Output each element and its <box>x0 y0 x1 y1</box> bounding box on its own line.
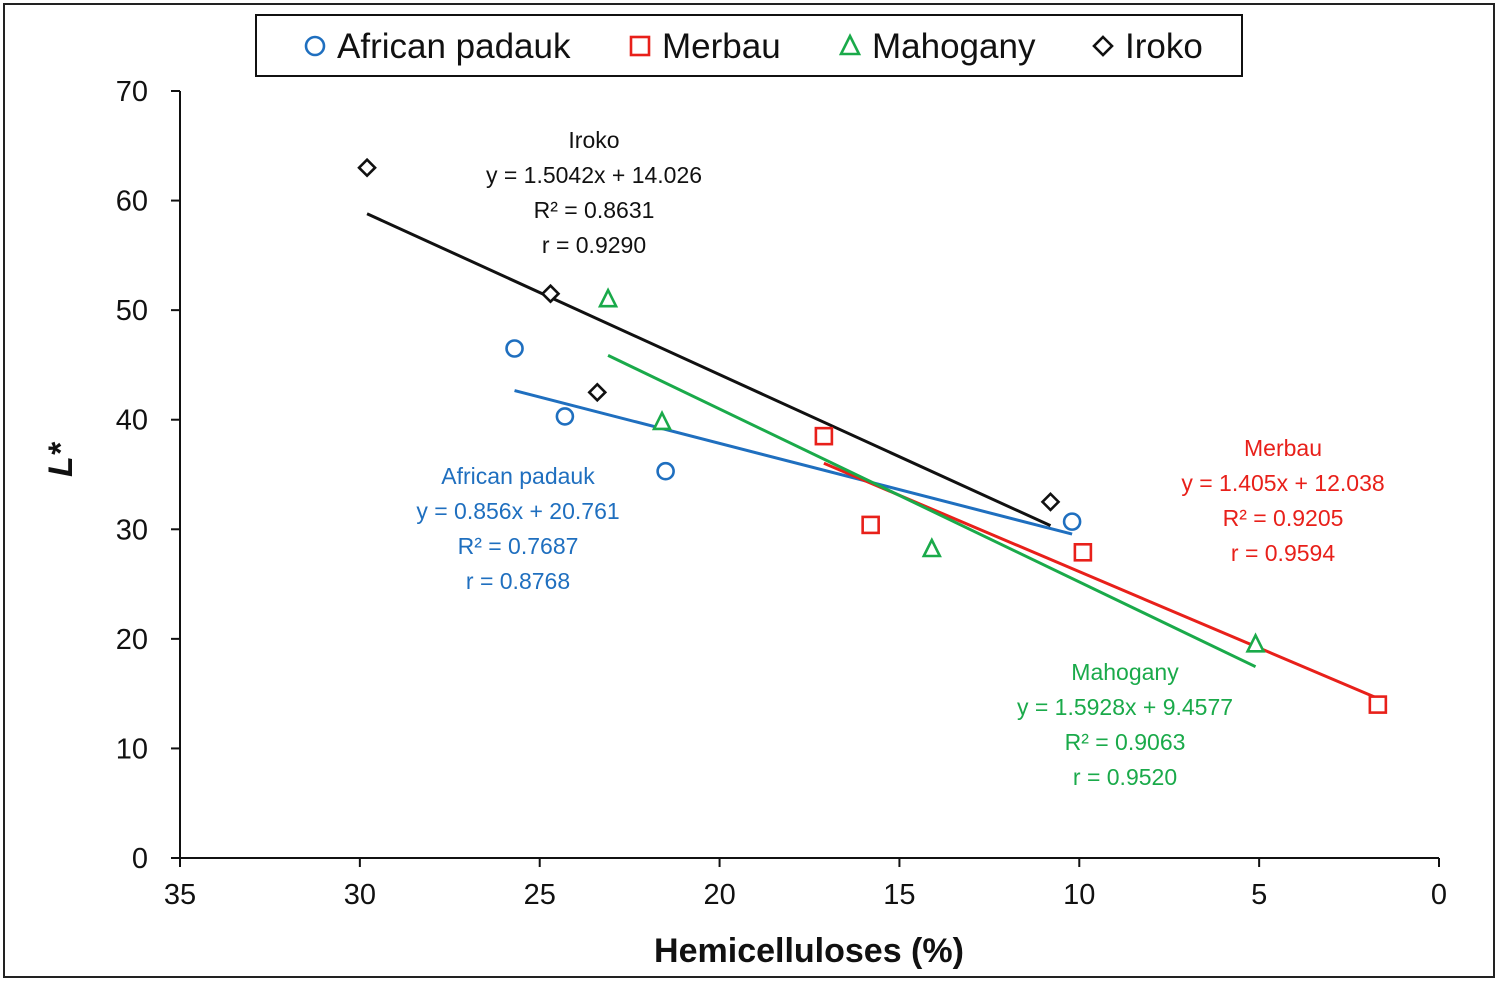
annotation-african-padauk-line: R² = 0.7687 <box>458 533 579 559</box>
annotation-mahogany-line: y = 1.5928x + 9.4577 <box>1017 694 1233 720</box>
annotation-iroko-line: R² = 0.8631 <box>534 197 655 223</box>
point-african-padauk <box>656 461 675 481</box>
annotation-african-padauk-line: r = 0.8768 <box>466 568 570 594</box>
point-iroko <box>587 382 608 403</box>
fit-lines <box>366 212 1379 700</box>
y-tick-label: 60 <box>116 186 148 218</box>
x-tick-label: 35 <box>164 879 196 911</box>
point-mahogany <box>651 409 673 431</box>
y-tick-label: 0 <box>132 843 148 875</box>
fit-line-african-padauk <box>514 389 1073 536</box>
x-tick-label: 5 <box>1251 879 1267 911</box>
annotation-mahogany-line: r = 0.9520 <box>1073 764 1177 790</box>
chart-frame <box>3 3 1495 978</box>
annotation-african-padauk-line: y = 0.856x + 20.761 <box>416 498 619 524</box>
annotation-mahogany-line: R² = 0.9063 <box>1065 729 1186 755</box>
x-tick-label: 20 <box>703 879 735 911</box>
annotation-mahogany-line: Mahogany <box>1071 659 1179 685</box>
fit-annotations: African padauk y = 0.856x + 20.761 R² = 0.… <box>416 127 1384 790</box>
annotation-african-padauk-line: African padauk <box>441 463 595 489</box>
point-merbau <box>1073 542 1093 562</box>
annotation-iroko-line: Iroko <box>568 127 619 153</box>
y-axis-title: L* <box>42 441 80 477</box>
annotation-merbau-line: r = 0.9594 <box>1231 540 1335 566</box>
point-iroko <box>1040 492 1061 512</box>
point-merbau <box>814 426 834 446</box>
point-merbau <box>1368 695 1388 714</box>
x-tick-label: 0 <box>1431 879 1447 911</box>
y-tick-label: 30 <box>116 514 148 546</box>
fit-line-iroko <box>366 212 1052 528</box>
legend-label-iroko: Iroko <box>1125 27 1203 66</box>
y-tick-label: 40 <box>116 405 148 437</box>
fit-line-mahogany <box>607 354 1257 669</box>
annotation-iroko-line: y = 1.5042x + 14.026 <box>486 162 702 188</box>
legend: African padauk Merbau Mahogany Iroko <box>255 14 1243 77</box>
x-tick-label: 30 <box>344 879 376 911</box>
annotation-merbau-line: Merbau <box>1244 435 1322 461</box>
point-iroko <box>357 157 377 178</box>
point-iroko <box>540 283 561 304</box>
legend-label-mahogany: Mahogany <box>872 27 1036 66</box>
point-african-padauk <box>555 407 575 426</box>
point-african-padauk <box>1062 512 1082 531</box>
x-tick-label: 25 <box>524 879 556 911</box>
y-tick-label: 50 <box>116 295 148 327</box>
x-tick-label: 15 <box>883 879 915 911</box>
legend-marker-mahogany <box>838 33 862 56</box>
legend-marker-merbau <box>629 35 651 57</box>
legend-box <box>255 14 1243 77</box>
legend-marker-iroko <box>1092 35 1114 57</box>
point-mahogany <box>597 287 619 308</box>
legend-marker-african-padauk <box>304 35 326 57</box>
annotation-merbau-line: R² = 0.9205 <box>1223 505 1344 531</box>
point-mahogany <box>921 537 942 558</box>
x-axis-title: Hemicelluloses (%) <box>654 932 964 970</box>
point-mahogany <box>1245 632 1266 653</box>
annotation-merbau-line: y = 1.405x + 12.038 <box>1181 470 1384 496</box>
x-tick-label: 10 <box>1063 879 1095 911</box>
y-tick-label: 70 <box>116 76 148 108</box>
annotation-iroko-line: r = 0.9290 <box>542 232 646 258</box>
legend-label-african-padauk: African padauk <box>337 27 571 66</box>
y-tick-label: 10 <box>116 733 148 765</box>
point-african-padauk <box>505 339 524 358</box>
data-points <box>357 157 1388 714</box>
point-merbau <box>861 515 880 535</box>
y-tick-label: 20 <box>116 624 148 656</box>
legend-label-merbau: Merbau <box>662 27 781 66</box>
